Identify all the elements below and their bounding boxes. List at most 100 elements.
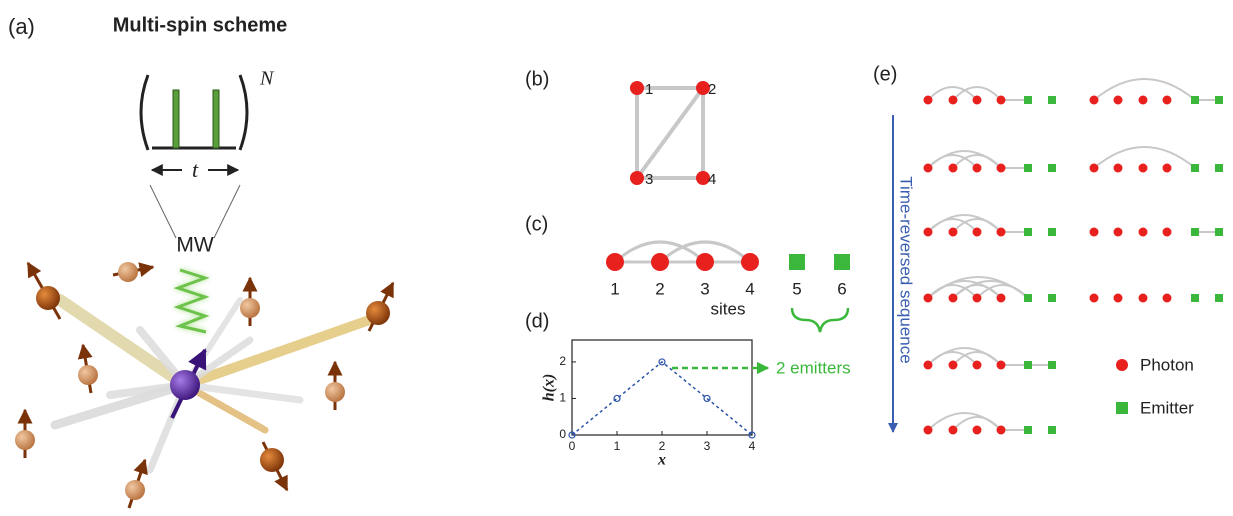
- photon: [973, 426, 982, 435]
- repeat-label: N: [259, 68, 275, 90]
- spin: [125, 480, 145, 500]
- spin: [78, 365, 98, 385]
- site-label: 5: [792, 279, 801, 298]
- emitter: [789, 254, 805, 270]
- point: [704, 395, 710, 401]
- emitter: [1191, 294, 1199, 302]
- emitter: [1048, 96, 1056, 104]
- photon: [1090, 228, 1099, 237]
- photon: [924, 228, 933, 237]
- x-tick-label: 0: [569, 439, 576, 453]
- photon: [1090, 96, 1099, 105]
- central-spin: [170, 370, 200, 400]
- emitter: [1191, 96, 1199, 104]
- site-label: 1: [610, 279, 619, 298]
- photon: [1090, 294, 1099, 303]
- photon: [696, 253, 714, 271]
- photon: [949, 426, 958, 435]
- spin: [15, 430, 35, 450]
- time-arrow-label: Time-reversed sequence: [897, 176, 916, 363]
- line: [572, 362, 752, 435]
- site-label: 2: [655, 279, 664, 298]
- spin: [260, 448, 284, 472]
- emitter: [1191, 228, 1199, 236]
- photon: [1139, 96, 1148, 105]
- graph-edges: [637, 88, 703, 178]
- photon: [973, 228, 982, 237]
- axis-label: sites: [711, 299, 746, 318]
- photon: [651, 253, 669, 271]
- panel-title: Multi-spin scheme: [113, 14, 287, 36]
- node: [630, 81, 644, 95]
- brace: [792, 308, 848, 332]
- photon: [1139, 294, 1148, 303]
- photon: [949, 294, 958, 303]
- photon: [924, 96, 933, 105]
- x-tick-label: 4: [749, 439, 756, 453]
- site-label: 6: [837, 279, 846, 298]
- x-axis-label: x: [657, 452, 666, 469]
- panel-label: (c): [525, 213, 548, 235]
- emitter: [1215, 294, 1223, 302]
- photon: [997, 361, 1006, 370]
- y-tick-label: 0: [559, 427, 566, 441]
- emitter: [1024, 426, 1032, 434]
- photon: [973, 96, 982, 105]
- emitter: [1024, 361, 1032, 369]
- panel-label: (a): [8, 14, 35, 39]
- photon: [1163, 96, 1172, 105]
- emitter: [1048, 426, 1056, 434]
- spin: [240, 298, 260, 318]
- plot-frame: [572, 340, 752, 435]
- emitter: [1024, 228, 1032, 236]
- entanglement-arcs: [615, 242, 750, 262]
- emitter: [1215, 228, 1223, 236]
- photon: [997, 164, 1006, 173]
- photon: [949, 361, 958, 370]
- legend-swatch: [1116, 359, 1128, 371]
- emitter: [1048, 228, 1056, 236]
- panel-label: (e): [873, 63, 897, 85]
- node-label: 4: [708, 171, 716, 188]
- node: [630, 171, 644, 185]
- emitter: [1024, 294, 1032, 302]
- legend-label: Emitter: [1140, 398, 1194, 417]
- photon: [997, 426, 1006, 435]
- y-axis-label: h(x): [541, 374, 558, 402]
- photon: [1163, 294, 1172, 303]
- legend-swatch: [1116, 402, 1128, 414]
- site-label: 3: [700, 279, 709, 298]
- spin: [118, 262, 138, 282]
- annotation: 2 emitters: [776, 358, 851, 377]
- emitter: [1048, 361, 1056, 369]
- emitter: [1048, 164, 1056, 172]
- spin: [325, 382, 345, 402]
- photon: [1114, 96, 1123, 105]
- site-label: 4: [745, 279, 754, 298]
- photon: [949, 228, 958, 237]
- drive-label: MW: [176, 234, 213, 257]
- coupling: [185, 318, 375, 385]
- emitter: [1024, 96, 1032, 104]
- photon: [997, 96, 1006, 105]
- photon: [973, 361, 982, 370]
- photon: [606, 253, 624, 271]
- spin: [36, 286, 60, 310]
- photon: [997, 228, 1006, 237]
- x-tick-label: 3: [704, 439, 711, 453]
- interval-label: t: [192, 157, 199, 182]
- emitter: [834, 254, 850, 270]
- node-label: 3: [645, 171, 653, 188]
- photon: [924, 164, 933, 173]
- photon: [1139, 228, 1148, 237]
- photon: [949, 96, 958, 105]
- node-label: 1: [645, 81, 653, 98]
- panel-label: (b): [525, 68, 549, 90]
- photon: [924, 426, 933, 435]
- photon: [1114, 228, 1123, 237]
- node-label: 2: [708, 81, 716, 98]
- emitter: [1191, 164, 1199, 172]
- panel-label: (d): [525, 310, 549, 332]
- photon: [1114, 164, 1123, 173]
- emitter: [1215, 164, 1223, 172]
